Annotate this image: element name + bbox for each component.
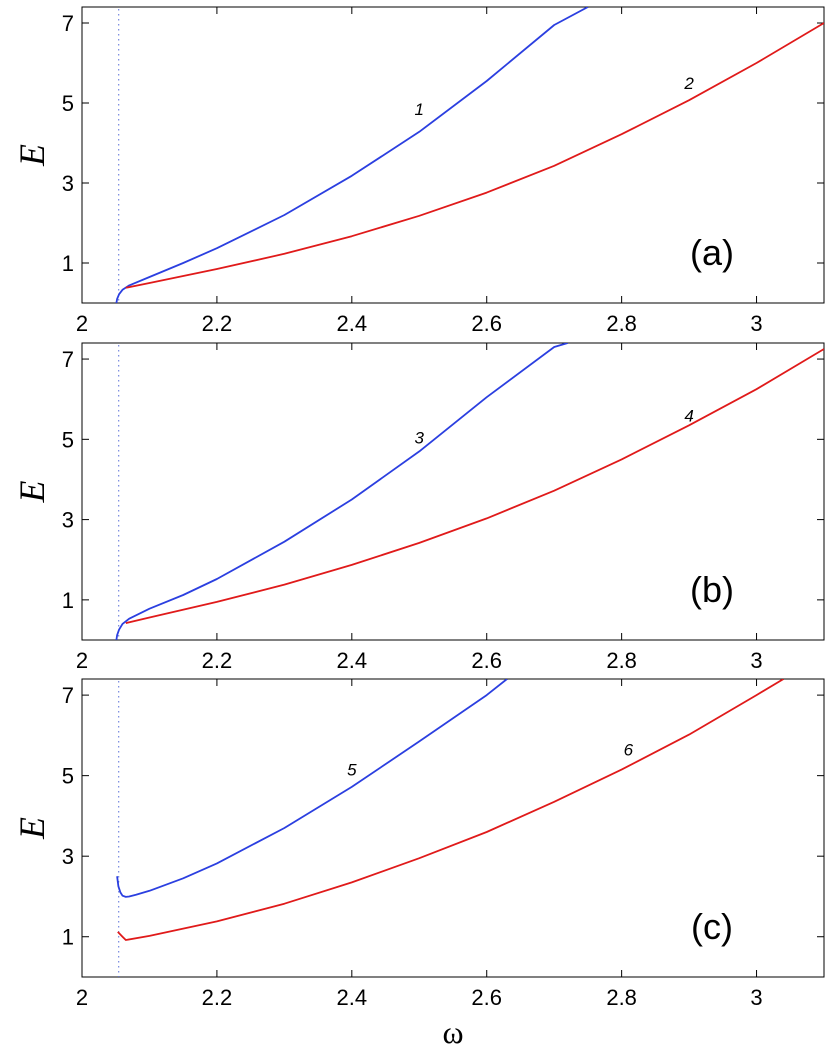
- y-tick-label: 7: [62, 347, 74, 372]
- y-axis-title: E: [12, 144, 52, 167]
- x-tick-label: 2.2: [202, 648, 233, 673]
- series-line-5: [116, 679, 508, 898]
- x-tick-label: 2.4: [337, 985, 368, 1010]
- x-tick-label: 2.2: [202, 311, 233, 336]
- y-axis-title: E: [12, 817, 52, 840]
- curve-label-6: 6: [624, 741, 634, 760]
- panel-label: (a): [690, 232, 734, 273]
- plot-frame: [81, 342, 825, 641]
- y-tick-label: 1: [62, 925, 74, 950]
- plot-frame: [81, 6, 825, 304]
- x-tick-label: 2: [76, 985, 88, 1010]
- y-tick-label: 1: [62, 251, 74, 276]
- x-tick-label: 2.6: [471, 648, 502, 673]
- y-tick-label: 3: [62, 844, 74, 869]
- x-tick-label: 2.8: [606, 311, 637, 336]
- plot-frame: [81, 678, 825, 978]
- x-axis-title: ω: [442, 1014, 463, 1050]
- y-tick-label: 5: [62, 764, 74, 789]
- series-line-4: [125, 348, 824, 624]
- y-tick-label: 3: [62, 508, 74, 533]
- curve-label-2: 2: [683, 74, 694, 93]
- series-line-1: [115, 7, 589, 303]
- curve-label-5: 5: [347, 761, 357, 780]
- series-line-3: [115, 343, 568, 640]
- y-tick-label: 7: [62, 11, 74, 36]
- panel-label: (c): [691, 906, 733, 947]
- x-tick-label: 2.4: [337, 648, 368, 673]
- x-tick-label: 3: [750, 648, 762, 673]
- x-tick-label: 2.8: [606, 648, 637, 673]
- x-tick-label: 2.4: [337, 311, 368, 336]
- y-tick-label: 7: [62, 683, 74, 708]
- x-tick-label: 3: [750, 985, 762, 1010]
- curve-label-1: 1: [415, 100, 424, 119]
- y-tick-label: 3: [62, 171, 74, 196]
- panel-1: 2 2.2 2.4 2.6 2.8 3 1 3 5 7 E 1 2 (a): [12, 6, 825, 336]
- series-line-6: [117, 679, 784, 941]
- x-tick-label: 2: [76, 648, 88, 673]
- panel-label: (b): [690, 569, 734, 610]
- series-line-2: [125, 22, 824, 289]
- y-tick-label: 1: [62, 588, 74, 613]
- x-tick-label: 2.2: [202, 985, 233, 1010]
- x-tick-label: 2.6: [471, 985, 502, 1010]
- curve-label-3: 3: [415, 428, 425, 447]
- x-tick-label: 3: [750, 311, 762, 336]
- x-tick-label: 2.6: [471, 311, 502, 336]
- x-tick-label: 2: [76, 311, 88, 336]
- y-tick-label: 5: [62, 91, 74, 116]
- y-axis-title: E: [12, 481, 52, 504]
- curve-label-4: 4: [684, 406, 693, 425]
- x-tick-label: 2.8: [606, 985, 637, 1010]
- panel-3: 2 2.2 2.4 2.6 2.8 3 1 3 5 7 Eω 5 6 (c): [12, 678, 825, 1050]
- y-tick-label: 5: [62, 427, 74, 452]
